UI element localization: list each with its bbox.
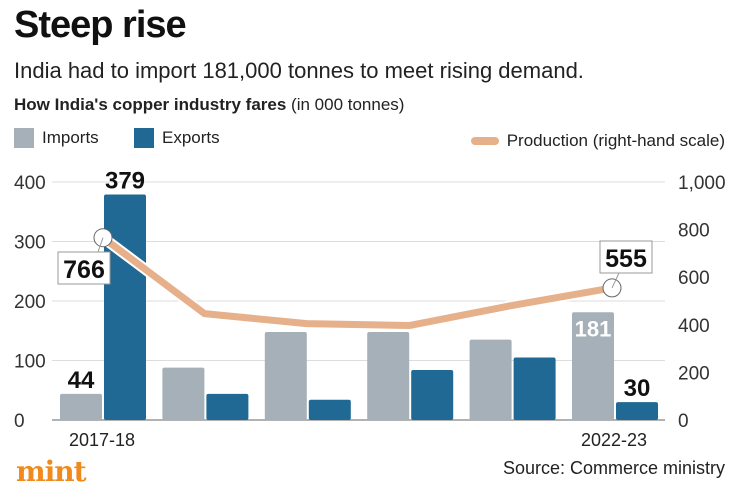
production-swatch [470,137,499,145]
imports-bar [60,393,102,420]
exports-data-label: 379 [105,167,145,194]
imports-data-label: 44 [68,367,95,394]
right-tick-label: 400 [678,316,710,337]
right-tick-label: 1,000 [678,173,726,194]
exports-bar [206,393,249,420]
legend-production-label: Production (right-hand scale) [506,131,725,150]
chart-title-main: How India's copper industry fares [14,95,287,114]
exports-bar [104,194,146,420]
production-label-box [599,240,653,274]
legend-imports-label: Imports [42,128,99,147]
exports-bar [513,357,556,420]
imports-swatch [14,128,34,148]
production-data-label: 555 [605,245,647,273]
imports-bar [572,312,614,420]
right-tick-label: 800 [678,221,710,242]
exports-data-label: 30 [624,375,651,402]
subtitle: India had to import 181,000 tonnes to me… [14,58,584,83]
left-tick-label: 100 [14,352,46,373]
callout-line [97,237,104,253]
imports-data-label: 181 [575,316,612,341]
right-tick-label: 600 [678,268,710,289]
mint-logo: mint [16,455,87,488]
legend-exports: Exports [134,128,220,148]
legend-production: Production (right-hand scale) [470,131,725,151]
left-tick-label: 300 [14,233,46,254]
production-data-label: 766 [63,256,105,284]
exports-swatch [134,128,154,148]
imports-bar [264,331,307,420]
left-tick-label: 0 [14,411,25,432]
callout-line [611,270,621,289]
left-tick-label: 200 [14,292,46,313]
source-note: Source: Commerce ministry [502,458,725,478]
imports-bar [469,339,512,420]
chart-title-unit: (in 000 tonnes) [286,95,405,114]
imports-bar [162,367,205,420]
exports-bar [411,370,454,420]
page-title: Steep rise [14,4,187,46]
imports-bar [367,331,410,420]
right-tick-label: 200 [678,363,710,384]
left-tick-label: 400 [14,173,46,194]
chart-title: How India's copper industry fares (in 00… [14,95,404,115]
right-tick-label: 0 [678,411,689,432]
legend-exports-label: Exports [162,128,220,147]
production-line [100,234,613,330]
x-tick-label: 2022-23 [581,430,647,450]
production-label-box [57,251,111,285]
legend-imports: Imports [14,128,99,148]
exports-bar [308,399,351,420]
x-tick-label: 2017-18 [69,430,135,450]
exports-bar [616,402,658,420]
production-line-outline [99,233,613,332]
